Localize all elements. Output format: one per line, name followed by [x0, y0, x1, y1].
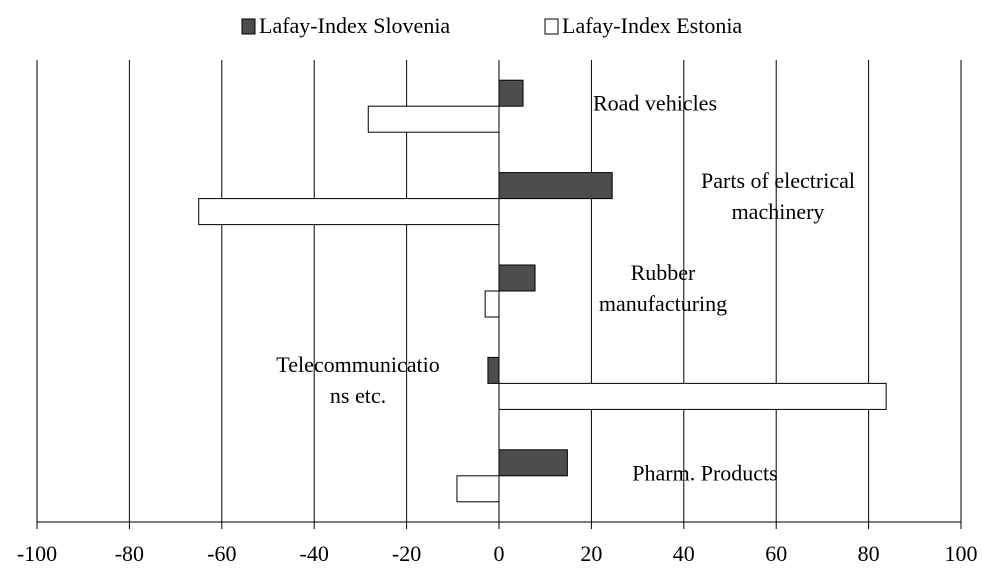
bar	[498, 172, 613, 200]
x-tick-label: -60	[207, 541, 236, 566]
legend-swatch	[241, 18, 256, 35]
x-tick-label: 100	[945, 541, 978, 566]
x-tick-label: 0	[494, 541, 505, 566]
category-label: Telecommunicatio ns etc.	[276, 352, 440, 409]
legend-label: Lafay-Index Estonia	[562, 13, 742, 38]
bar	[498, 264, 536, 292]
bar	[198, 198, 500, 226]
bar	[367, 105, 500, 133]
legend-swatch	[544, 18, 559, 35]
bar	[498, 449, 568, 477]
bar	[487, 356, 500, 384]
bar	[498, 79, 524, 107]
x-tick-label: 20	[580, 541, 602, 566]
bar	[484, 290, 500, 318]
category-label: Parts of electrical machinery	[701, 167, 855, 224]
category-label: Rubber manufacturing	[598, 260, 728, 316]
bar	[456, 475, 500, 503]
legend-label: Lafay-Index Slovenia	[259, 13, 450, 38]
category-label: Pharm. Products	[632, 460, 778, 486]
x-tick-label: 80	[858, 541, 880, 566]
category-label: Road vehicles	[592, 90, 718, 116]
x-tick-label: -20	[392, 541, 421, 566]
bar	[498, 382, 887, 410]
x-tick-label: -100	[17, 541, 57, 566]
x-tick-label: -80	[115, 541, 144, 566]
x-tick-label: 40	[673, 541, 695, 566]
x-tick-label: -40	[300, 541, 329, 566]
x-tick-label: 60	[765, 541, 787, 566]
